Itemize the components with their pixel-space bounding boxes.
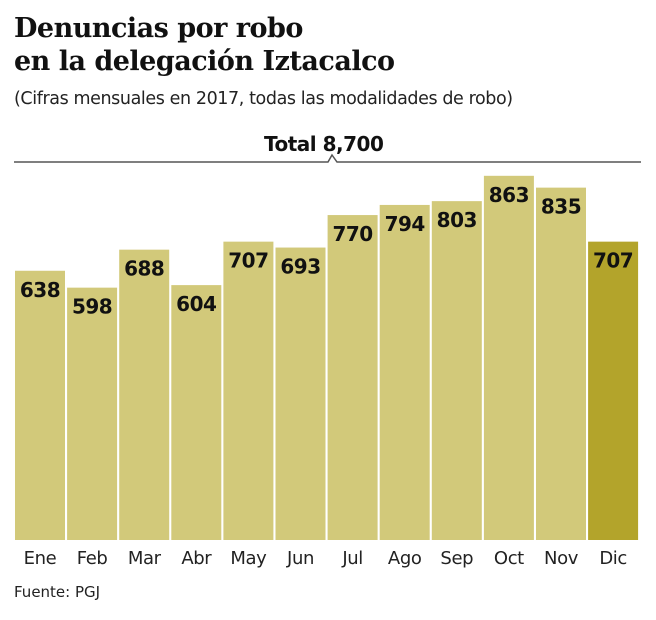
- data-label: 693: [280, 255, 320, 279]
- total-label: Total 8,700: [264, 132, 384, 156]
- bar-may: [223, 241, 274, 540]
- total-bracket-line: [14, 153, 641, 163]
- x-tick-label: Feb: [77, 548, 108, 569]
- bar-jun: [275, 247, 326, 540]
- data-label: 794: [385, 212, 425, 236]
- source-note: Fuente: PGJ: [14, 583, 101, 601]
- bar-ago: [379, 204, 430, 540]
- x-tick-label: Nov: [544, 548, 579, 569]
- x-tick-label: Sep: [440, 548, 473, 569]
- data-label: 835: [541, 195, 581, 219]
- data-label: 604: [176, 292, 216, 316]
- x-tick-label: May: [230, 548, 267, 569]
- x-tick-label: Jul: [341, 548, 363, 569]
- bar-mar: [119, 249, 170, 540]
- x-tick-label: Dic: [599, 548, 627, 569]
- title-line-2: en la delegación Iztacalco: [14, 46, 395, 77]
- title-line-1: Denuncias por robo: [14, 13, 303, 44]
- data-label: 638: [20, 278, 60, 302]
- bar-abr: [171, 285, 222, 540]
- x-tick-label: Mar: [128, 548, 162, 569]
- bar-nov: [536, 187, 586, 540]
- bar-ene: [15, 270, 65, 540]
- bar-sep: [431, 201, 482, 540]
- x-tick-label: Jun: [286, 548, 314, 569]
- bar-oct: [483, 175, 534, 540]
- bar-jul: [327, 215, 378, 540]
- bar-dic: [588, 241, 639, 540]
- chart-title: Denuncias por robo en la delegación Izta…: [14, 12, 395, 78]
- data-label: 863: [489, 183, 529, 207]
- chart-subtitle: (Cifras mensuales en 2017, todas las mod…: [14, 89, 513, 109]
- data-label: 688: [124, 257, 164, 281]
- data-label: 707: [593, 249, 633, 273]
- data-label: 803: [437, 208, 477, 232]
- bar-feb: [67, 287, 118, 540]
- data-label: 707: [228, 249, 268, 273]
- x-tick-label: Oct: [494, 548, 524, 569]
- x-tick-label: Abr: [181, 548, 212, 569]
- x-tick-label: Ago: [388, 548, 422, 569]
- data-label: 598: [72, 295, 112, 319]
- x-tick-label: Ene: [24, 548, 57, 569]
- data-label: 770: [332, 222, 372, 246]
